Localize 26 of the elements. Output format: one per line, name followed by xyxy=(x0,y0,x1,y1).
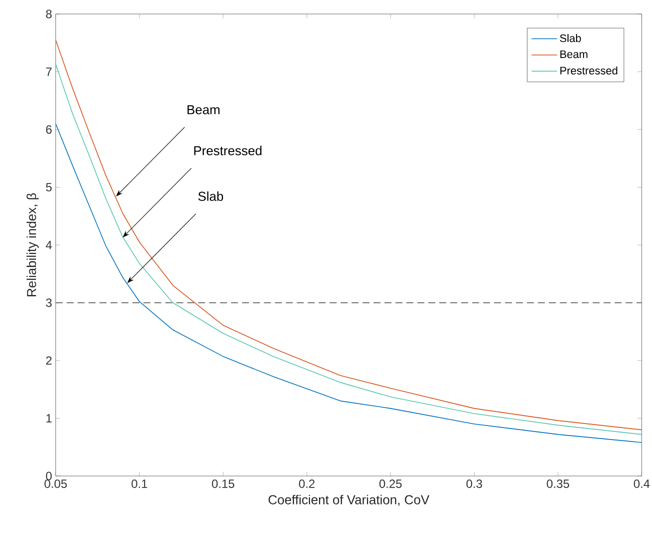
y-tick-label: 0 xyxy=(46,472,52,480)
x-tick-label: 0.25 xyxy=(379,480,402,488)
legend-label: Slab xyxy=(560,34,581,42)
x-tick-label: 0.1 xyxy=(132,480,148,488)
x-tick-label: 0.4 xyxy=(634,480,650,488)
y-tick-label: 4 xyxy=(46,240,52,250)
legend-label: Beam xyxy=(560,50,588,58)
x-axis-title: Coefficient of Variation, CoV xyxy=(268,494,430,506)
x-tick-label: 0.3 xyxy=(466,480,482,488)
y-tick-label: 6 xyxy=(46,125,52,134)
y-tick-label: 8 xyxy=(46,10,52,18)
x-tick-label: 0.05 xyxy=(44,480,67,488)
line-series xyxy=(56,123,642,443)
y-tick-label: 2 xyxy=(46,356,52,365)
y-tick-label: 7 xyxy=(46,68,52,76)
x-tick-label: 0.15 xyxy=(212,480,234,488)
annotation: Beam xyxy=(188,105,220,114)
x-tick-label: 0.35 xyxy=(546,480,570,488)
y-tick-label: 1 xyxy=(46,414,52,422)
y-axis-title: Reliability index, β xyxy=(26,193,39,296)
y-tick-label: 5 xyxy=(46,183,52,192)
x-tick-label: 0.2 xyxy=(299,480,315,488)
annotation: Prestressed xyxy=(194,146,262,156)
annotation: Slab xyxy=(198,191,224,201)
y-tick-label: 3 xyxy=(46,298,52,307)
legend-label: Prestressed xyxy=(560,66,618,75)
